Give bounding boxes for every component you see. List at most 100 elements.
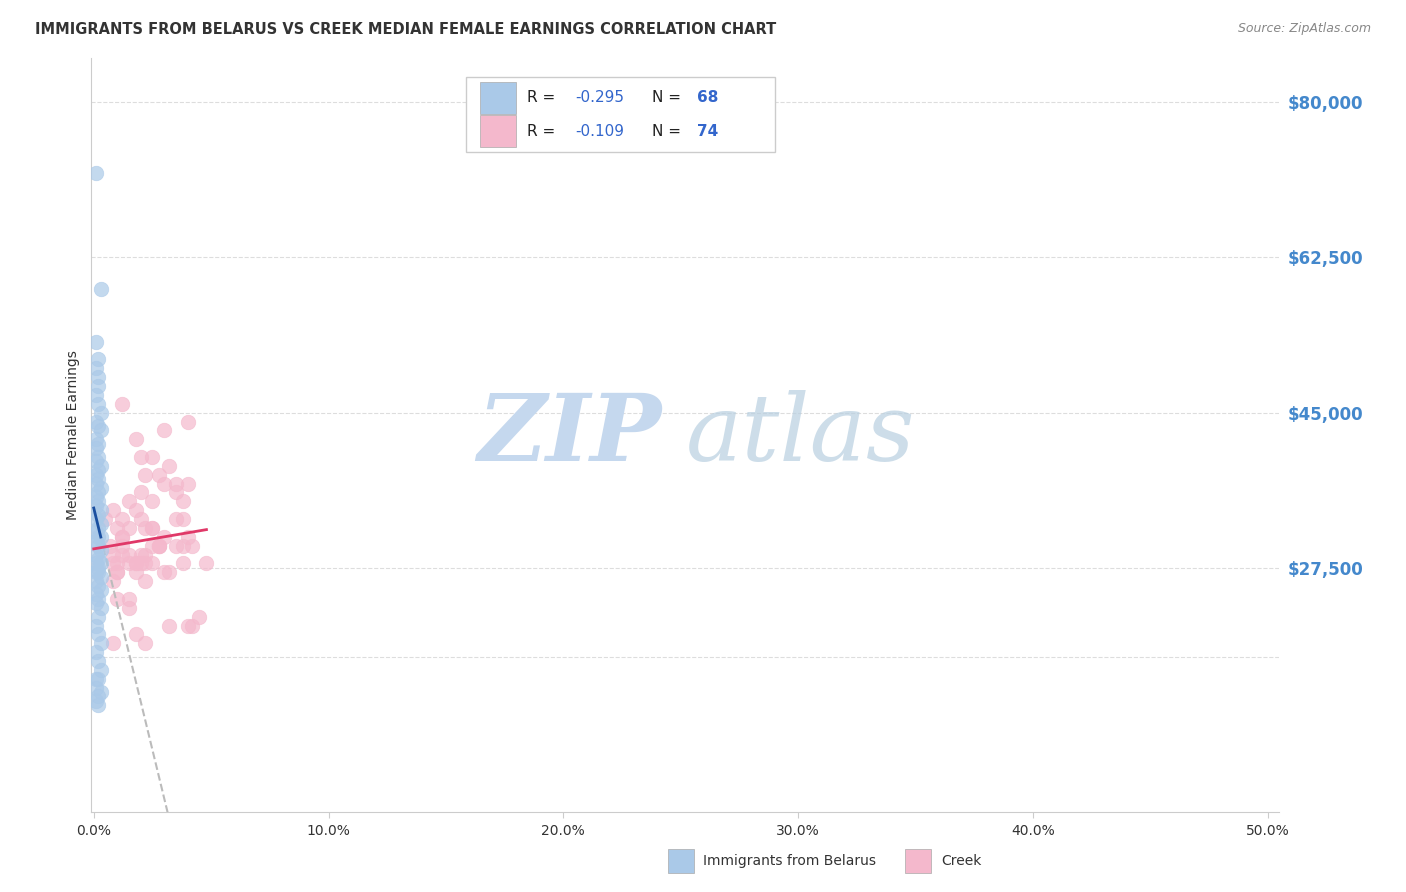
Point xyxy=(84,499,107,513)
Text: Creek: Creek xyxy=(941,854,981,868)
Point xyxy=(87,530,110,544)
Point xyxy=(87,698,110,713)
Point xyxy=(87,436,110,450)
Point xyxy=(87,472,110,486)
Point xyxy=(90,281,112,295)
Point xyxy=(87,463,110,477)
Point xyxy=(87,627,110,641)
Point xyxy=(84,441,107,455)
Point xyxy=(84,467,107,482)
Point xyxy=(84,672,107,686)
Point xyxy=(129,512,152,526)
Point xyxy=(165,539,187,553)
Point xyxy=(118,600,141,615)
Point xyxy=(87,609,110,624)
Point xyxy=(90,636,112,650)
Point xyxy=(118,521,141,535)
Point xyxy=(84,548,107,562)
Point xyxy=(172,512,194,526)
Point xyxy=(125,557,148,571)
Point xyxy=(84,566,107,580)
FancyBboxPatch shape xyxy=(479,115,516,147)
Point xyxy=(176,415,198,429)
Point xyxy=(172,557,194,571)
Point xyxy=(90,543,112,558)
Point xyxy=(84,490,107,504)
Point xyxy=(87,591,110,606)
Point xyxy=(118,591,141,606)
FancyBboxPatch shape xyxy=(905,848,931,872)
Point xyxy=(101,548,124,562)
Point xyxy=(84,681,107,695)
Point xyxy=(90,582,112,597)
FancyBboxPatch shape xyxy=(479,82,516,114)
Text: -0.295: -0.295 xyxy=(575,90,624,105)
Point xyxy=(90,570,112,584)
Point xyxy=(87,654,110,668)
Point xyxy=(87,508,110,522)
Point xyxy=(90,557,112,571)
Point xyxy=(84,618,107,632)
Point xyxy=(87,419,110,434)
Point xyxy=(129,485,152,500)
FancyBboxPatch shape xyxy=(465,77,775,153)
Text: -0.109: -0.109 xyxy=(575,124,624,138)
Point xyxy=(111,397,134,411)
Text: N =: N = xyxy=(652,124,686,138)
Point xyxy=(125,503,148,517)
Point xyxy=(87,539,110,553)
Point xyxy=(90,600,112,615)
Point xyxy=(87,561,110,575)
Point xyxy=(105,557,128,571)
Point xyxy=(111,548,134,562)
Point xyxy=(157,618,180,632)
Point xyxy=(157,458,180,473)
Point xyxy=(125,432,148,446)
Point xyxy=(87,521,110,535)
Point xyxy=(165,476,187,491)
Point xyxy=(141,450,163,464)
Point xyxy=(125,557,148,571)
Point xyxy=(84,557,107,571)
Point xyxy=(148,467,170,482)
FancyBboxPatch shape xyxy=(668,848,693,872)
Point xyxy=(125,627,148,641)
Point xyxy=(84,166,107,180)
Point xyxy=(101,557,124,571)
Point xyxy=(90,663,112,677)
Point xyxy=(101,574,124,589)
Point xyxy=(84,525,107,540)
Point xyxy=(181,539,204,553)
Point xyxy=(129,557,152,571)
Point xyxy=(101,636,124,650)
Point xyxy=(101,503,124,517)
Point xyxy=(176,476,198,491)
Point xyxy=(176,618,198,632)
Text: R =: R = xyxy=(527,124,561,138)
Point xyxy=(176,530,198,544)
Point xyxy=(87,578,110,592)
Point xyxy=(84,476,107,491)
Point xyxy=(134,636,156,650)
Point xyxy=(84,334,107,349)
Text: N =: N = xyxy=(652,90,686,105)
Point xyxy=(165,485,187,500)
Point xyxy=(181,618,204,632)
Point xyxy=(129,450,152,464)
Point xyxy=(195,557,218,571)
Point xyxy=(165,512,187,526)
Point xyxy=(87,690,110,704)
Point xyxy=(87,450,110,464)
Text: atlas: atlas xyxy=(685,390,915,480)
Point xyxy=(84,454,107,468)
Point xyxy=(118,548,141,562)
Point xyxy=(90,406,112,420)
Point xyxy=(134,467,156,482)
Point xyxy=(172,494,194,508)
Point xyxy=(94,512,117,526)
Point xyxy=(153,530,176,544)
Point xyxy=(84,694,107,708)
Point xyxy=(90,503,112,517)
Point xyxy=(129,548,152,562)
Point xyxy=(87,672,110,686)
